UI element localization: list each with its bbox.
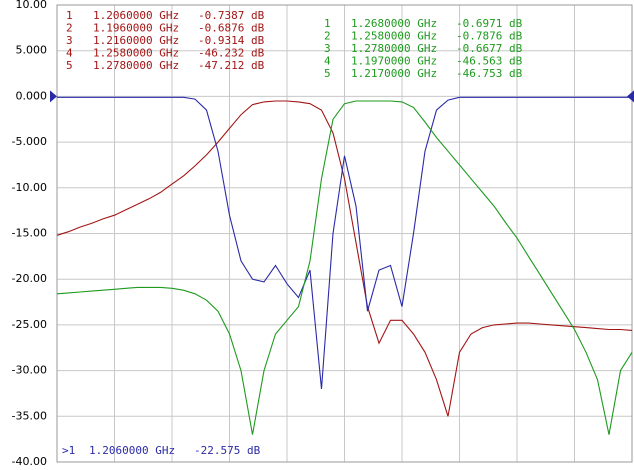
marker-readout: -47.212 dB: [198, 59, 265, 72]
y-tick-label: 5.000: [16, 44, 48, 57]
y-tick-label: -15.00: [12, 227, 47, 240]
y-tick-label: 0.000: [16, 89, 48, 102]
marker-readout: 1.2170000 GHz: [351, 67, 437, 80]
ref-marker: [50, 90, 57, 103]
marker-readout: 3: [66, 34, 73, 47]
marker-readout: -0.9314 dB: [198, 34, 265, 47]
y-tick-label: -25.00: [12, 318, 47, 331]
marker-readout: 4: [324, 55, 331, 68]
marker-readout: 1: [66, 9, 73, 22]
marker-readout: 1.2060000 GHz: [93, 9, 179, 22]
trace: [56, 100, 633, 435]
marker-readout: -0.6971 dB: [456, 17, 523, 30]
marker-readout: 4: [66, 47, 73, 60]
marker-readout: 1.1960000 GHz: [93, 22, 179, 35]
marker-readout: 1.2780000 GHz: [93, 59, 179, 72]
marker-readout: 3: [324, 42, 331, 55]
marker-readout: 1.2580000 GHz: [351, 30, 437, 43]
trace: [57, 96, 632, 389]
marker-readout: 2: [324, 30, 331, 43]
marker-readout: 1.2060000 GHz: [89, 444, 175, 457]
marker-readout: -46.563 dB: [456, 55, 523, 68]
y-tick-label: -35.00: [12, 409, 47, 422]
y-tick-label: -5.000: [12, 135, 47, 148]
marker-readout: 1.2580000 GHz: [93, 47, 179, 60]
marker-readout: 2: [66, 22, 73, 35]
marker-readout: -0.7876 dB: [456, 30, 523, 43]
marker-readout: -0.6677 dB: [456, 42, 523, 55]
plot-frame: [56, 4, 633, 463]
trace: [56, 100, 633, 417]
marker-readout: 1.2680000 GHz: [351, 17, 437, 30]
marker-readout: -22.575 dB: [194, 444, 261, 457]
y-tick-label: -20.00: [12, 272, 47, 285]
marker-readout: 5: [324, 67, 331, 80]
y-tick-label: -30.00: [12, 364, 47, 377]
y-tick-label: -40.00: [12, 455, 47, 468]
marker-readout: -46.232 dB: [198, 47, 265, 60]
marker-readout: >1: [62, 444, 75, 457]
marker-readout: 1.2780000 GHz: [351, 42, 437, 55]
marker-readout: 1: [324, 17, 331, 30]
marker-readout: -0.6876 dB: [198, 22, 265, 35]
marker-readout: -46.753 dB: [456, 67, 523, 80]
y-tick-label: 10.00: [16, 0, 48, 11]
marker-readout: 5: [66, 59, 73, 72]
y-tick-label: -10.00: [12, 181, 47, 194]
marker-readout: 1.1970000 GHz: [351, 55, 437, 68]
ref-marker: [627, 90, 634, 103]
marker-readout: 1.2160000 GHz: [93, 34, 179, 47]
marker-readout: -0.7387 dB: [198, 9, 265, 22]
